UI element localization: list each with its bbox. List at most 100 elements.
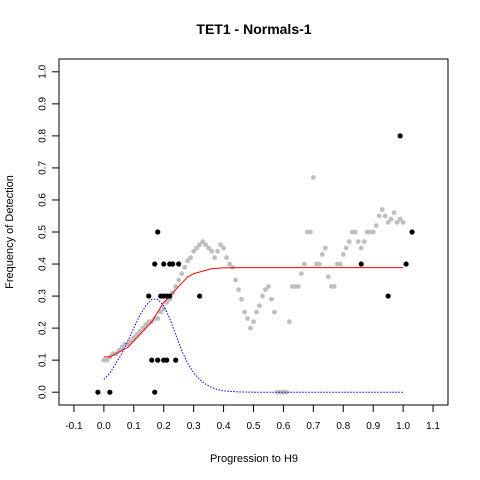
x-tick-label: 0.5 — [247, 421, 261, 432]
x-tick-label: 0.7 — [306, 421, 320, 432]
observed-point — [397, 133, 403, 139]
smoothed-point — [284, 389, 289, 395]
smoothed-point — [260, 293, 265, 299]
smoothed-point — [379, 207, 385, 212]
observed-point — [173, 357, 179, 363]
y-tick-label: 0.2 — [38, 321, 49, 335]
smoothed-point — [194, 245, 200, 251]
smoothed-point — [310, 175, 316, 180]
observed-point — [95, 389, 101, 395]
y-tick-label: 0.8 — [38, 129, 49, 143]
smoothed-point — [382, 213, 388, 219]
smoothed-point — [376, 213, 382, 219]
x-tick-label: 0.8 — [336, 421, 350, 432]
smoothed-point — [352, 229, 358, 235]
observed-point — [170, 261, 176, 267]
smoothed-point — [242, 309, 247, 315]
plot-marks — [95, 133, 415, 395]
smoothed-point — [358, 245, 364, 251]
observed-point — [161, 261, 167, 267]
smoothed-point — [185, 258, 191, 264]
smoothed-point — [337, 261, 343, 267]
chart-title: TET1 - Normals-1 — [196, 21, 311, 37]
observed-point — [197, 293, 203, 299]
smoothed-point — [316, 261, 322, 267]
smoothed-point — [173, 284, 179, 289]
smoothed-point — [346, 239, 352, 245]
smoothed-point — [355, 239, 361, 245]
x-tick-label: 0.9 — [366, 421, 380, 432]
y-tick-label: 1.0 — [38, 64, 49, 78]
x-tick-label: -0.1 — [65, 421, 83, 432]
smoothed-point — [239, 296, 244, 302]
smoothed-point — [158, 309, 164, 315]
smoothed-point — [400, 219, 406, 225]
y-tick-label: 0.5 — [38, 225, 49, 239]
smoothed-point — [343, 245, 349, 251]
x-tick-label: 0.2 — [157, 421, 171, 432]
smoothed-point — [218, 242, 223, 248]
smoothed-point — [307, 229, 313, 235]
smoothed-point — [394, 219, 400, 225]
smoothed-point — [200, 239, 206, 245]
density-curve — [103, 298, 404, 393]
smoothed-point — [370, 229, 376, 235]
smoothed-point — [248, 325, 253, 331]
x-tick-label: 1.0 — [396, 421, 410, 432]
smoothed-point — [245, 316, 250, 321]
observed-point — [155, 229, 161, 235]
smoothed-point — [322, 245, 328, 251]
smoothed-point — [251, 319, 256, 325]
smoothed-point — [119, 344, 125, 350]
smoothed-point — [197, 242, 203, 248]
fit-curve — [103, 267, 404, 358]
observed-point — [176, 261, 182, 267]
smoothed-point — [212, 255, 218, 261]
observed-point — [409, 229, 415, 235]
smoothed-point — [295, 284, 301, 289]
smoothed-point — [215, 248, 220, 254]
y-axis: 0.0 0.1 0.2 0.3 0.4 0.5 0.6 0.7 0.8 0.9 1.0 — [38, 64, 59, 399]
smoothed-point — [221, 245, 226, 251]
smoothed-point — [340, 252, 346, 257]
y-tick-label: 0.9 — [38, 96, 49, 110]
smoothed-point — [236, 287, 241, 293]
y-tick-label: 0.7 — [38, 161, 49, 175]
smoothed-point — [385, 219, 391, 225]
smoothed-point — [188, 255, 194, 261]
observed-point — [152, 261, 158, 267]
smoothed-point — [397, 216, 403, 222]
smoothed-point — [266, 284, 271, 289]
observed-point — [385, 293, 391, 299]
smoothed-point — [287, 319, 292, 325]
smoothed-point — [209, 248, 215, 254]
smoothed-point — [319, 252, 325, 257]
smoothed-point — [233, 277, 238, 283]
smoothed-point — [298, 271, 304, 277]
x-tick-label: 0.4 — [217, 421, 231, 432]
smoothed-point — [272, 309, 277, 315]
smoothed-point — [179, 271, 185, 277]
smoothed-point — [391, 210, 397, 216]
smoothed-point — [388, 216, 394, 222]
smoothed-point — [257, 303, 262, 309]
observed-point — [403, 261, 409, 267]
observed-point — [167, 293, 173, 299]
smoothed-point — [301, 261, 307, 267]
observed-point — [152, 389, 158, 395]
x-tick-label: 0.1 — [127, 421, 141, 432]
smoothed-point — [143, 322, 149, 328]
smoothed-point — [206, 245, 212, 251]
smoothed-point — [176, 277, 182, 283]
smoothed-point — [373, 223, 379, 228]
y-tick-label: 0.4 — [38, 257, 49, 271]
x-axis: -0.1 0.0 0.1 0.2 0.3 0.4 0.5 0.6 0.7 0.8 0.9 1.0 1.1 — [65, 405, 440, 432]
smoothed-point — [182, 264, 188, 270]
observed-point — [358, 261, 364, 267]
smoothed-point — [269, 296, 274, 302]
smoothed-point — [263, 287, 268, 293]
x-tick-label: 0.6 — [276, 421, 290, 432]
y-tick-label: 0.6 — [38, 193, 49, 207]
observed-point — [149, 357, 155, 363]
